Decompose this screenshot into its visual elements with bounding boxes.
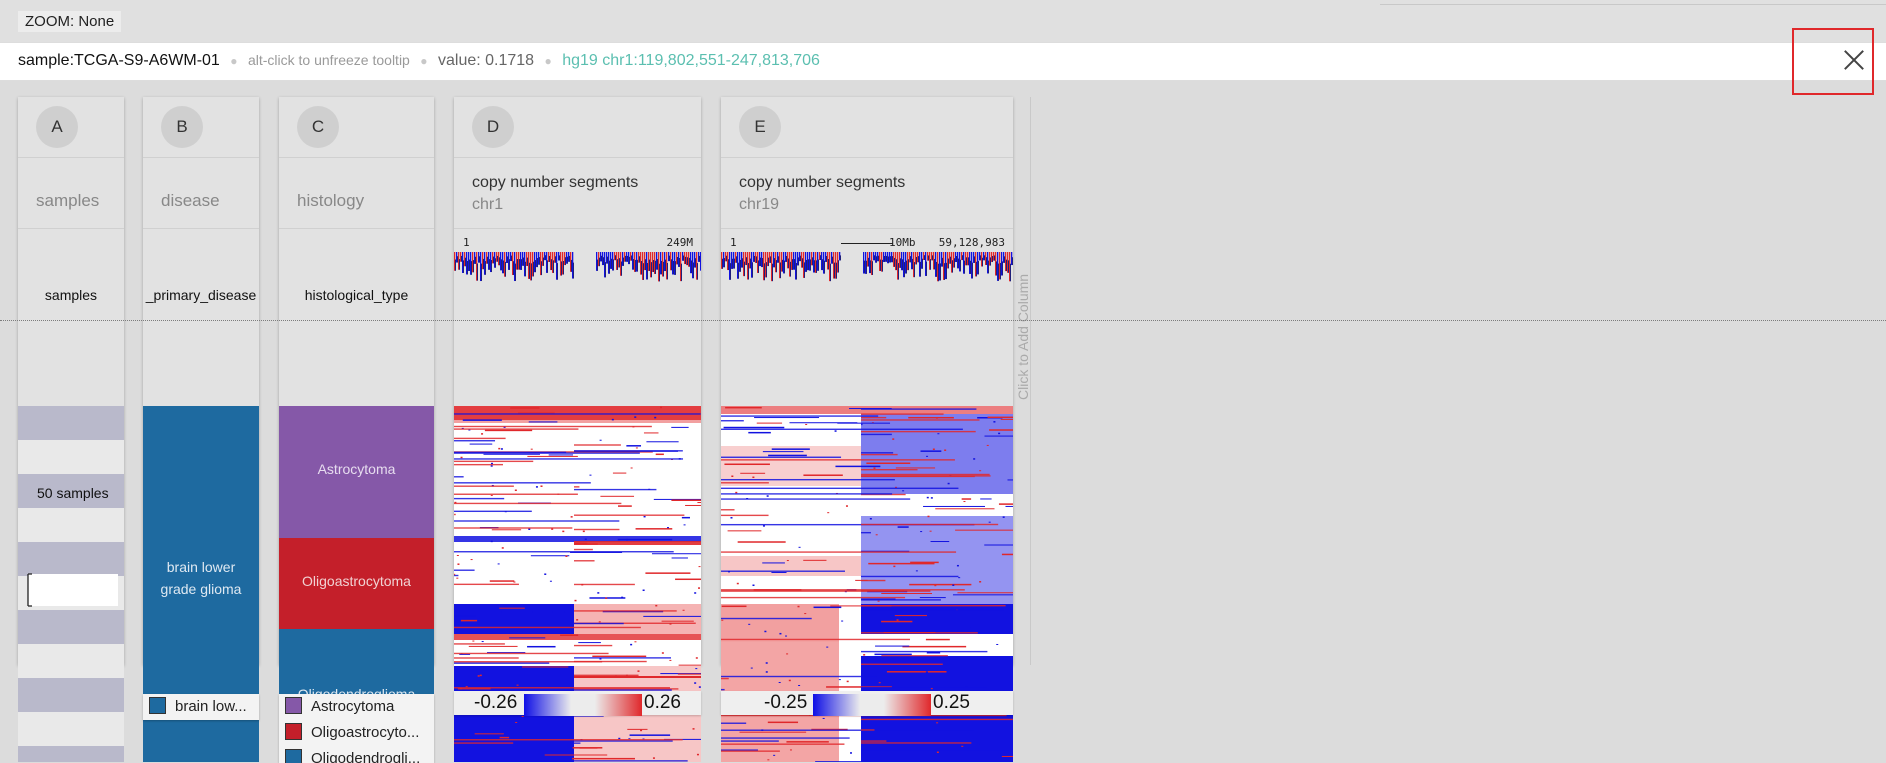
column-id-badge[interactable]: A <box>36 106 78 148</box>
legend-swatch <box>285 749 302 763</box>
scale-min: -0.25 <box>764 692 808 713</box>
legend-swatch <box>285 723 302 740</box>
tooltip-value: value: 0.1718 <box>438 52 535 69</box>
separator-dot: ● <box>230 54 238 68</box>
axis-end: 249M <box>666 236 694 249</box>
segment-summary-track <box>454 252 701 282</box>
column-samples[interactable]: A samples samples 50 samples <box>18 97 124 762</box>
legend-item: Oligodendrogli... <box>279 746 434 763</box>
column-id-badge[interactable]: E <box>739 106 781 148</box>
legend-disease: brain low... <box>143 694 259 720</box>
frozen-tooltip: sample:TCGA-S9-A6WM-01 ● alt-click to un… <box>0 42 1886 81</box>
legend-item: Oligoastrocyto... <box>279 720 434 746</box>
divider <box>1380 4 1886 5</box>
column-field: histology <box>279 158 434 229</box>
column-title[interactable]: histology <box>297 191 365 210</box>
tooltip-hint: alt-click to unfreeze tooltip <box>247 52 410 68</box>
column-chrom[interactable]: chr1 <box>472 196 504 213</box>
column-disease[interactable]: B disease _primary_disease brain lower g… <box>143 97 259 762</box>
legend-label: brain low... <box>175 698 247 715</box>
legend-color-scale-e: -0.25 0.25 <box>721 691 1013 716</box>
column-header: C <box>279 97 434 158</box>
band-label: Astrocytoma <box>317 461 396 477</box>
axis-start: 1 <box>463 236 470 249</box>
crosshair-line <box>0 320 1886 321</box>
column-title[interactable]: disease <box>161 191 220 210</box>
legend-label: Oligodendrogli... <box>311 750 421 763</box>
zoom-bar: ZOOM: None <box>0 0 1886 43</box>
column-copy-number-chr19[interactable]: E copy number segments chr19 1 10Mb 59,1… <box>721 97 1013 762</box>
sample-count-label: 50 samples <box>37 485 109 501</box>
scale-gradient <box>813 694 931 716</box>
add-column-divider <box>1030 97 1031 665</box>
column-field: disease <box>143 158 259 229</box>
zoom-status: ZOOM: None <box>18 11 122 32</box>
axis-start: 1 <box>730 236 737 249</box>
column-title[interactable]: samples <box>36 191 100 210</box>
disease-band-label: brain lower grade glioma <box>160 559 242 597</box>
scale-max: 0.25 <box>933 692 970 713</box>
histology-band-oligoastrocytoma: Oligoastrocytoma <box>279 538 434 629</box>
column-id-badge[interactable]: D <box>472 106 514 148</box>
separator-dot: ● <box>544 54 552 68</box>
samples-stripes <box>18 406 124 762</box>
column-id-badge[interactable]: C <box>297 106 339 148</box>
legend-item: brain low... <box>143 694 259 720</box>
legend-label: Astrocytoma <box>311 698 395 715</box>
column-subtitle: samples <box>44 287 98 303</box>
column-title[interactable]: copy number segments <box>472 174 639 191</box>
legend-color-scale-d: -0.26 0.26 <box>454 691 701 716</box>
legend-item: Astrocytoma <box>279 694 434 720</box>
scale-label: 10Mb <box>889 236 916 249</box>
highlight-box <box>1792 28 1874 95</box>
tooltip-sample: sample:TCGA-S9-A6WM-01 <box>18 52 220 69</box>
segment-summary-track <box>721 252 1013 282</box>
scale-min: -0.26 <box>474 692 518 713</box>
legend-swatch <box>285 697 302 714</box>
legend-histology: Astrocytoma Oligoastrocyto... Oligodendr… <box>279 694 434 763</box>
scale-max: 0.26 <box>644 692 681 713</box>
separator-dot: ● <box>420 54 428 68</box>
band-label: Oligoastrocytoma <box>302 573 411 589</box>
column-header: B <box>143 97 259 158</box>
column-field: copy number segments chr19 <box>721 158 1013 229</box>
scale-gradient <box>524 694 642 716</box>
column-chrom[interactable]: chr19 <box>739 196 780 213</box>
axis-end: 59,128,983 <box>938 236 1005 249</box>
close-icon[interactable] <box>1840 47 1868 75</box>
column-field: copy number segments chr1 <box>454 158 701 229</box>
column-copy-number-chr1[interactable]: D copy number segments chr1 1 249M <box>454 97 701 762</box>
column-id-badge[interactable]: B <box>161 106 203 148</box>
column-subtitle: _primary_disease <box>145 287 257 303</box>
column-header: A <box>18 97 124 158</box>
legend-swatch <box>149 697 166 714</box>
column-header: E <box>721 97 1013 158</box>
column-subtitle: histological_type <box>304 287 409 303</box>
column-title[interactable]: copy number segments <box>739 174 906 191</box>
column-histology[interactable]: C histology histological_type Astrocytom… <box>279 97 434 762</box>
tooltip-position-link[interactable]: hg19 chr1:119,802,551-247,813,706 <box>562 52 820 69</box>
legend-label: Oligoastrocyto... <box>311 724 420 741</box>
histology-band-astrocytoma: Astrocytoma <box>279 406 434 538</box>
column-field: samples <box>18 158 124 229</box>
column-header: D <box>454 97 701 158</box>
scale-bar <box>841 243 893 244</box>
add-column-button[interactable]: Click to Add Column <box>1015 273 1031 400</box>
